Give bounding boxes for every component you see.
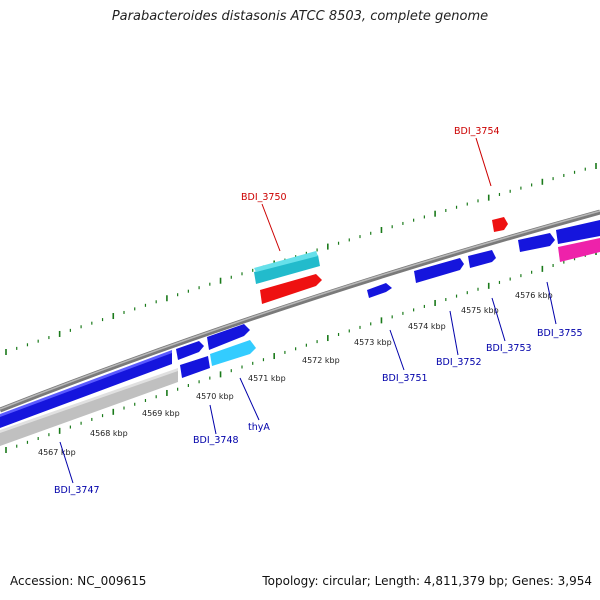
kbp-label-4568: 4568 kbp (90, 429, 128, 438)
gene-label-bdi3751[interactable]: BDI_3751 (382, 373, 428, 384)
leader-bdi3747 (59, 441, 74, 484)
gene-label-bdi3747[interactable]: BDI_3747 (54, 485, 100, 496)
genome-summary-text: Topology: circular; Length: 4,811,379 bp… (262, 574, 592, 588)
gene-arrow-bdi3750-cyan-top (254, 251, 318, 272)
leader-bdi3754 (475, 137, 492, 187)
gene-arrow-magenta[interactable] (558, 238, 600, 262)
kbp-label-4574: 4574 kbp (408, 322, 446, 331)
kbp-label-4571: 4571 kbp (248, 374, 286, 383)
gene-arrow-bdi3753[interactable] (468, 250, 496, 268)
gene-bar-grey-top (0, 368, 178, 433)
map-title: Parabacteroides distasonis ATCC 8503, co… (111, 9, 489, 24)
gene-arrow-bdi3748-upper[interactable] (176, 341, 204, 360)
leader-lines (59, 137, 557, 484)
leader-bdi3751 (389, 329, 405, 371)
accession-text: Accession: NC_009615 (10, 574, 147, 588)
gene-arrow-upper-a[interactable] (207, 324, 250, 350)
gene-arrow-thyA[interactable] (210, 340, 256, 366)
genome-backbone-highlight (0, 210, 600, 410)
gene-arrow-bdi3748[interactable] (180, 356, 210, 378)
gene-label-bdi3748[interactable]: BDI_3748 (193, 435, 239, 446)
leader-bdi3750 (261, 203, 281, 252)
gene-arrow-bdi3752[interactable] (414, 258, 464, 283)
gene-label-bdi3754[interactable]: BDI_3754 (454, 126, 500, 137)
kbp-label-4572: 4572 kbp (302, 356, 340, 365)
gene-arrow-bdi3751[interactable] (367, 283, 392, 298)
gene-arrow-upper-b[interactable] (518, 233, 555, 252)
gene-arrow-bdi3754[interactable] (492, 217, 508, 232)
gene-arrow-bdi3750-cyan[interactable] (254, 255, 320, 284)
kbp-label-4570: 4570 kbp (196, 392, 234, 401)
leader-bdi3753 (491, 297, 506, 342)
leader-thyA (239, 377, 260, 421)
kbp-label-4567: 4567 kbp (38, 448, 76, 457)
gene-label-bdi3752[interactable]: BDI_3752 (436, 357, 482, 368)
gene-bar-long-blue-top (0, 350, 172, 417)
gene-arrow-bdi3750-red[interactable] (260, 274, 322, 304)
gene-label-thyA[interactable]: thyA (248, 422, 270, 433)
gene-label-bdi3750[interactable]: BDI_3750 (241, 192, 287, 203)
gene-label-bdi3753[interactable]: BDI_3753 (486, 343, 532, 354)
inner-tick-track (5, 249, 597, 453)
gene-label-bdi3755[interactable]: BDI_3755 (537, 328, 583, 339)
leader-bdi3748 (209, 404, 217, 435)
kbp-label-4576: 4576 kbp (515, 291, 553, 300)
gene-bar-long-blue[interactable] (0, 352, 172, 428)
gene-arrow-bdi3755[interactable] (556, 220, 600, 244)
genome-backbone (0, 209, 600, 413)
kbp-label-4575: 4575 kbp (461, 306, 499, 315)
outer-tick-track (5, 163, 597, 355)
leader-bdi3755 (546, 281, 557, 325)
kbp-label-4569: 4569 kbp (142, 409, 180, 418)
leader-bdi3752 (449, 310, 459, 356)
gene-bar-grey[interactable] (0, 370, 178, 446)
kbp-label-4573: 4573 kbp (354, 338, 392, 347)
